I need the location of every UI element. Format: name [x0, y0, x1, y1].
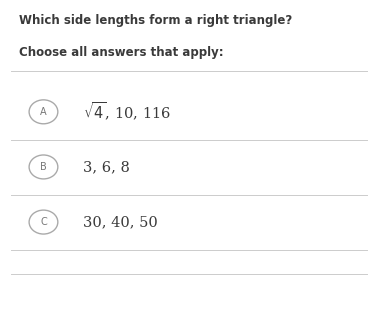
Text: A: A — [40, 107, 47, 117]
Text: Choose all answers that apply:: Choose all answers that apply: — [19, 46, 223, 59]
Text: 3, 6, 8: 3, 6, 8 — [83, 160, 130, 174]
Text: 30, 40, 50: 30, 40, 50 — [83, 215, 158, 229]
Text: Which side lengths form a right triangle?: Which side lengths form a right triangle… — [19, 14, 292, 27]
Text: B: B — [40, 162, 47, 172]
Text: $\sqrt{4}$, 10, 116: $\sqrt{4}$, 10, 116 — [83, 101, 171, 123]
Text: C: C — [40, 217, 47, 227]
